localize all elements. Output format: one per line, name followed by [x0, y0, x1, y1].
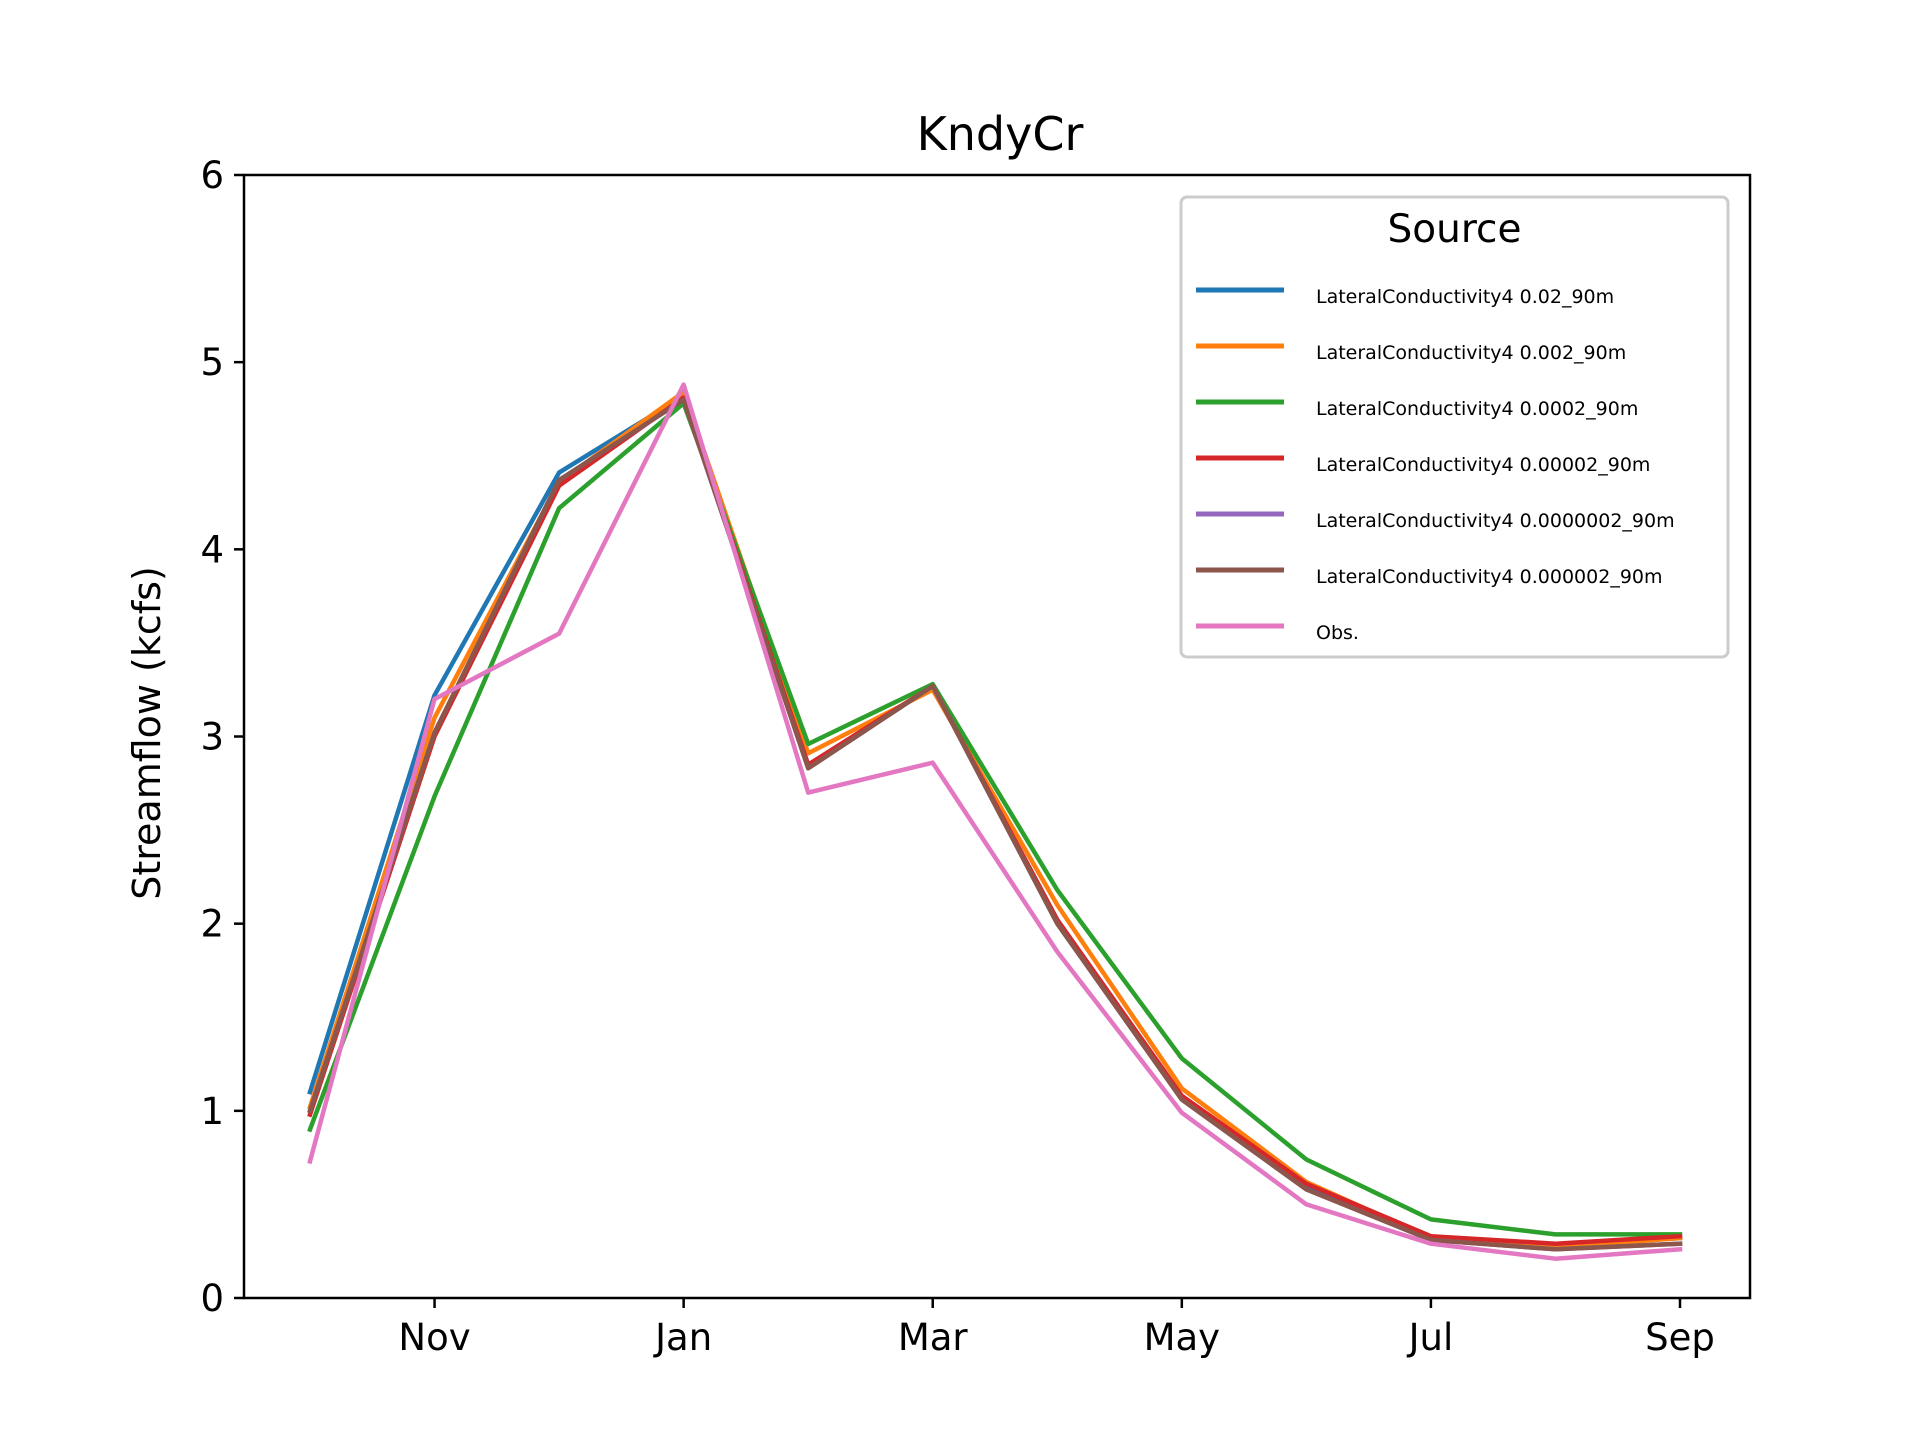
chart-title: KndyCr — [917, 107, 1084, 161]
y-tick-label: 4 — [200, 528, 224, 571]
series-line-2 — [307, 401, 1683, 1237]
y-tick-label: 3 — [200, 716, 224, 759]
x-tick-label: May — [1144, 1316, 1221, 1359]
legend-box — [1179, 195, 1730, 659]
x-tick-label: Nov — [398, 1316, 470, 1359]
legend-label-5: LateralConductivity4 0.000002_90m — [1316, 566, 1663, 588]
legend-label-4: LateralConductivity4 0.0000002_90m — [1316, 510, 1675, 532]
legend-label-6: Obs. — [1316, 622, 1359, 644]
x-tick-label: Jul — [1407, 1316, 1454, 1359]
y-tick-label: 5 — [200, 341, 224, 384]
plot-area — [307, 382, 1683, 1261]
legend-title: Source — [1388, 207, 1522, 252]
y-tick-label: 0 — [200, 1277, 224, 1320]
x-tick-label: Mar — [898, 1316, 969, 1359]
y-tick-label: 1 — [200, 1090, 224, 1133]
legend-label-1: LateralConductivity4 0.002_90m — [1316, 342, 1626, 364]
legend-label-0: LateralConductivity4 0.02_90m — [1316, 286, 1614, 308]
series-line-5 — [307, 397, 1683, 1252]
legend-label-2: LateralConductivity4 0.0002_90m — [1316, 398, 1638, 420]
series-line-6 — [307, 382, 1683, 1261]
axes: 0 1 2 3 4 5 6 Nov Jan Mar May Jul Sep — [200, 154, 1752, 1359]
y-axis-label: Streamflow (kcfs) — [125, 566, 169, 900]
legend-label-3: LateralConductivity4 0.00002_90m — [1316, 454, 1650, 476]
y-tick-label: 2 — [200, 903, 224, 946]
y-tick-label: 6 — [200, 154, 224, 197]
x-tick-label: Jan — [653, 1316, 712, 1359]
x-tick-label: Sep — [1645, 1316, 1715, 1359]
legend: Source LateralConductivity4 0.02_90m Later… — [1179, 195, 1730, 659]
